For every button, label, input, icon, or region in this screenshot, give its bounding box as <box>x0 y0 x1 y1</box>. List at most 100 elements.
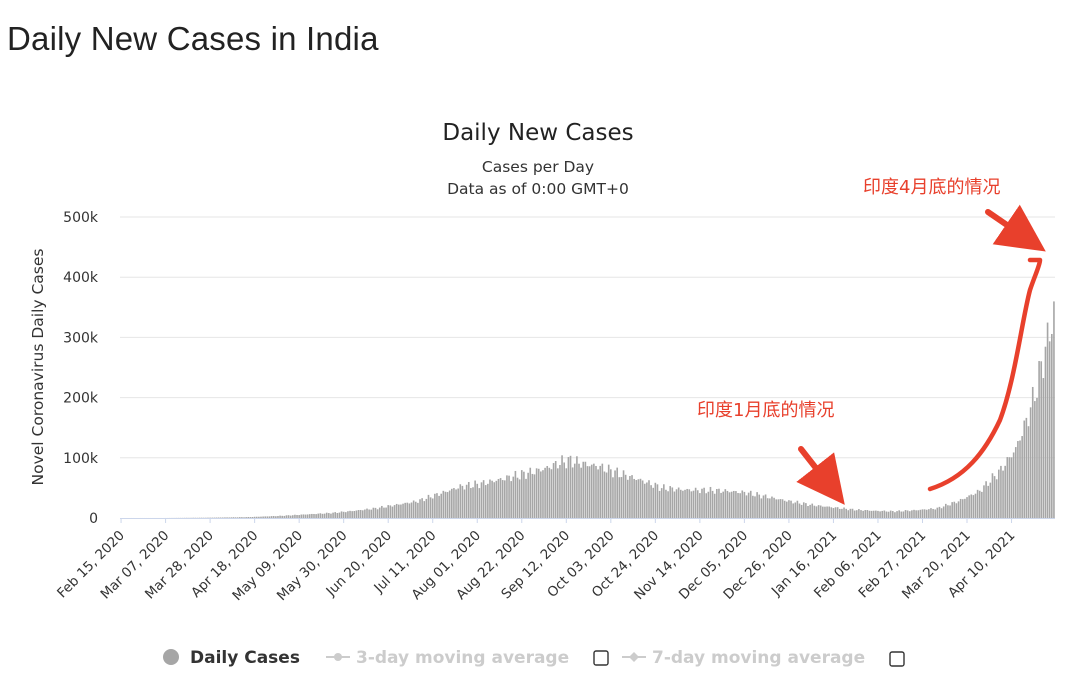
daily-cases-bar <box>707 491 710 518</box>
daily-cases-bar <box>908 511 911 518</box>
legend-label-daily-cases: Daily Cases <box>190 648 300 668</box>
daily-cases-bar <box>222 517 224 519</box>
daily-cases-bar <box>1012 452 1015 518</box>
daily-cases-bar <box>775 499 778 518</box>
daily-cases-bar <box>964 498 966 518</box>
daily-cases-bar <box>862 510 864 518</box>
y-tick-label: 200k <box>63 391 99 407</box>
y-tick-label: 300k <box>63 330 99 346</box>
daily-cases-bar <box>817 505 820 518</box>
daily-cases-bar <box>724 489 727 518</box>
daily-cases-bar <box>972 495 975 518</box>
daily-cases-bar <box>953 501 956 518</box>
daily-cases-bar <box>864 510 867 518</box>
daily-cases-bar <box>548 467 551 518</box>
daily-cases-bar <box>633 478 635 518</box>
daily-cases-bar <box>461 485 464 518</box>
daily-cases-bar <box>355 510 358 518</box>
daily-cases-bar <box>406 502 409 518</box>
daily-cases-bar <box>423 501 426 518</box>
daily-cases-bar <box>1046 322 1049 518</box>
daily-cases-bar <box>542 470 544 518</box>
daily-cases-bar <box>342 511 345 518</box>
daily-cases-bar <box>917 510 920 518</box>
daily-cases-bar <box>207 517 209 519</box>
daily-cases-bar <box>694 487 697 518</box>
daily-cases-bar <box>552 463 555 518</box>
daily-cases-bar <box>328 513 330 518</box>
daily-cases-bar <box>641 480 644 518</box>
daily-cases-bar <box>241 517 243 518</box>
daily-cases-bar <box>291 515 294 518</box>
daily-cases-bar <box>294 514 296 518</box>
daily-cases-bar <box>595 465 597 518</box>
daily-cases-bar <box>688 489 691 518</box>
daily-cases-bar <box>260 516 262 518</box>
daily-cases-bar <box>781 499 784 518</box>
legend-item-7day-avg[interactable]: 7-day moving average <box>622 648 865 668</box>
daily-cases-bar <box>845 508 847 518</box>
daily-cases-bar <box>940 508 943 518</box>
daily-cases-bar <box>408 503 411 518</box>
daily-cases-bar <box>811 503 814 518</box>
daily-cases-bar <box>991 473 994 518</box>
daily-cases-bar <box>665 489 667 518</box>
chart-subtitle-2: Data as of 0:00 GMT+0 <box>447 180 629 198</box>
chart-subtitle-1: Cases per Day <box>482 158 594 176</box>
daily-cases-bar <box>919 509 922 518</box>
daily-cases-bar <box>760 498 763 518</box>
daily-cases-bar <box>467 482 470 518</box>
daily-cases-bar <box>319 513 322 518</box>
daily-cases-bar <box>603 471 606 518</box>
daily-cases-bar <box>978 490 981 518</box>
daily-cases-bar <box>438 495 440 518</box>
daily-cases-bar <box>1010 457 1013 518</box>
daily-cases-bar <box>612 477 614 518</box>
daily-cases-bar <box>584 461 587 518</box>
daily-cases-bar <box>762 495 765 518</box>
daily-cases-bar <box>838 508 841 518</box>
daily-cases-bar <box>478 488 481 518</box>
daily-cases-bar <box>353 510 356 518</box>
daily-cases-bar <box>788 500 790 518</box>
daily-cases-bar <box>998 469 1000 518</box>
daily-cases-bar <box>599 465 602 518</box>
daily-cases-bar <box>215 517 218 519</box>
daily-cases-bar <box>451 488 453 518</box>
daily-cases-bar <box>790 500 792 518</box>
daily-cases-bar <box>597 469 599 518</box>
daily-cases-bar <box>559 465 561 518</box>
daily-cases-bar <box>393 505 396 518</box>
daily-cases-bar <box>868 510 871 518</box>
legend-item-daily-cases[interactable]: Daily Cases <box>163 648 300 668</box>
daily-cases-bar <box>930 508 932 518</box>
daily-cases-bar <box>281 515 283 518</box>
daily-cases-bar <box>400 504 402 518</box>
daily-cases-bar <box>669 486 671 518</box>
daily-cases-bar <box>590 464 593 518</box>
daily-cases-bar <box>421 498 423 518</box>
daily-cases-bar <box>1027 426 1030 518</box>
chart-title: Daily New Cases <box>442 120 633 146</box>
legend-marker-7day <box>629 652 639 662</box>
daily-cases-bar <box>550 469 553 518</box>
daily-cases-bar <box>711 490 714 518</box>
daily-cases-bar <box>819 505 822 518</box>
daily-cases-bar <box>391 506 394 518</box>
daily-cases-bar <box>480 482 483 518</box>
daily-cases-bar <box>705 493 708 518</box>
daily-cases-bar <box>484 485 487 518</box>
daily-cases-bar <box>453 488 455 518</box>
daily-cases-bar <box>737 493 739 518</box>
daily-cases-bar <box>881 510 884 518</box>
daily-cases-bar <box>1040 361 1043 518</box>
daily-cases-bar <box>395 503 398 518</box>
daily-cases-bar <box>855 510 858 518</box>
legend-checkbox-7day[interactable] <box>889 651 905 667</box>
legend-item-3day-avg[interactable]: 3-day moving average <box>326 648 569 668</box>
daily-cases-bar <box>525 478 527 518</box>
daily-cases-bar <box>431 498 434 518</box>
daily-cases-bar <box>955 503 958 518</box>
legend-checkbox-3day[interactable] <box>593 650 609 666</box>
daily-cases-bar <box>217 517 220 519</box>
